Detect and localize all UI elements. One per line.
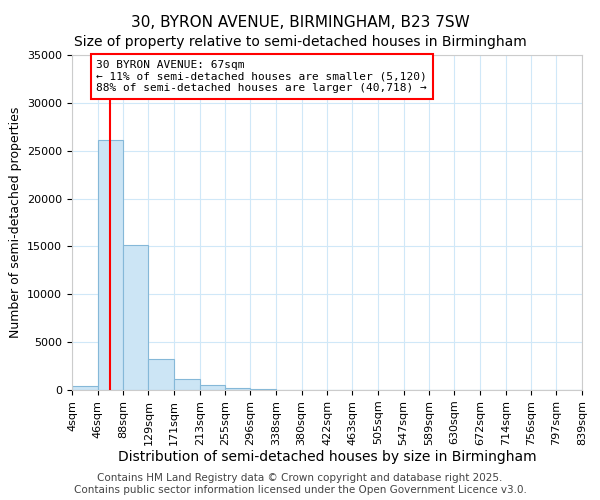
Y-axis label: Number of semi-detached properties: Number of semi-detached properties bbox=[8, 107, 22, 338]
Text: 30, BYRON AVENUE, BIRMINGHAM, B23 7SW: 30, BYRON AVENUE, BIRMINGHAM, B23 7SW bbox=[131, 15, 469, 30]
Text: Size of property relative to semi-detached houses in Birmingham: Size of property relative to semi-detach… bbox=[74, 35, 526, 49]
Bar bbox=[200, 385, 226, 390]
Bar bbox=[72, 386, 98, 390]
Bar bbox=[250, 389, 276, 390]
Bar bbox=[174, 380, 200, 390]
Text: 30 BYRON AVENUE: 67sqm
← 11% of semi-detached houses are smaller (5,120)
88% of : 30 BYRON AVENUE: 67sqm ← 11% of semi-det… bbox=[97, 60, 427, 93]
Bar bbox=[226, 388, 250, 390]
Bar bbox=[148, 360, 174, 390]
Text: Contains HM Land Registry data © Crown copyright and database right 2025.
Contai: Contains HM Land Registry data © Crown c… bbox=[74, 474, 526, 495]
X-axis label: Distribution of semi-detached houses by size in Birmingham: Distribution of semi-detached houses by … bbox=[118, 450, 536, 464]
Bar bbox=[124, 244, 148, 390]
Bar bbox=[98, 140, 124, 390]
